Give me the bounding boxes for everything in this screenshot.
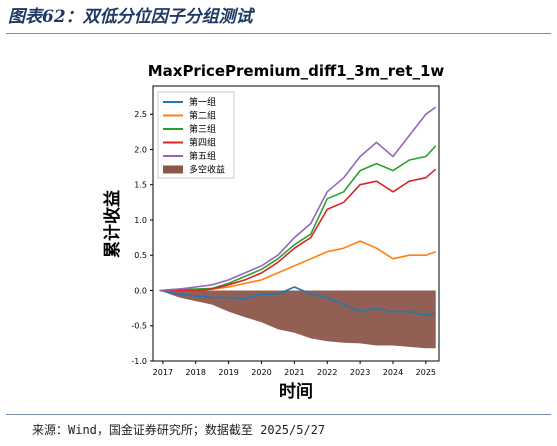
legend-label: 第五组: [189, 150, 216, 162]
x-tick-label: 2017: [153, 368, 173, 377]
x-tick-label: 2022: [317, 368, 337, 377]
y-axis-label: 累计收益: [102, 190, 123, 258]
y-tick-label: 1.5: [134, 181, 147, 190]
x-tick-label: 2021: [284, 368, 304, 377]
source-note: 来源：Wind，国金证券研究所；数据截至 2025/5/27: [32, 423, 326, 437]
x-axis-label: 时间: [279, 381, 313, 402]
x-tick-label: 2020: [251, 368, 271, 377]
x-tick-label: 2025: [416, 368, 436, 377]
legend-label: 第三组: [189, 123, 216, 135]
x-axis: 2017 2018 2019 2020 2021 2022 2023 2024 2025: [153, 361, 436, 377]
bottom-rule: [6, 414, 551, 415]
chart: MaxPricePremium_diff1_3m_ret_1w 2017 2018…: [102, 62, 445, 402]
series-line-5: [159, 106, 437, 292]
series-area-long-short: [159, 290, 436, 349]
figure-title: 图表62：双低分位因子分组测试: [8, 7, 253, 27]
legend-swatch: [163, 165, 183, 174]
lines-layer: [159, 106, 437, 317]
x-tick-label: 2019: [218, 368, 238, 377]
x-tick-label: 2018: [186, 368, 206, 377]
series-line-4: [159, 168, 437, 292]
y-tick-label: 2.5: [134, 110, 147, 119]
y-tick-label: 0.5: [134, 251, 147, 260]
x-tick-label: 2023: [350, 368, 370, 377]
legend-label: 多空收益: [189, 164, 225, 176]
legend-label: 第四组: [189, 137, 216, 149]
y-tick-label: -0.5: [131, 322, 147, 331]
chart-title: MaxPricePremium_diff1_3m_ret_1w: [148, 62, 445, 80]
top-rule: [6, 33, 551, 34]
series-line-3: [159, 145, 437, 292]
y-tick-label: 2.0: [134, 145, 147, 154]
legend-label: 第二组: [189, 110, 216, 122]
x-tick-label: 2024: [383, 368, 403, 377]
y-tick-label: 0.0: [134, 286, 147, 295]
y-axis: -1.0 -0.5 0.0 0.5 1.0 1.5 2.0 2.5: [131, 110, 153, 366]
legend-box: [157, 91, 235, 179]
legend-label: 第一组: [189, 96, 216, 108]
area-layer: [159, 290, 436, 349]
y-tick-label: -1.0: [131, 357, 147, 366]
series-line-1: [159, 286, 436, 317]
y-tick-label: 1.0: [134, 216, 147, 225]
